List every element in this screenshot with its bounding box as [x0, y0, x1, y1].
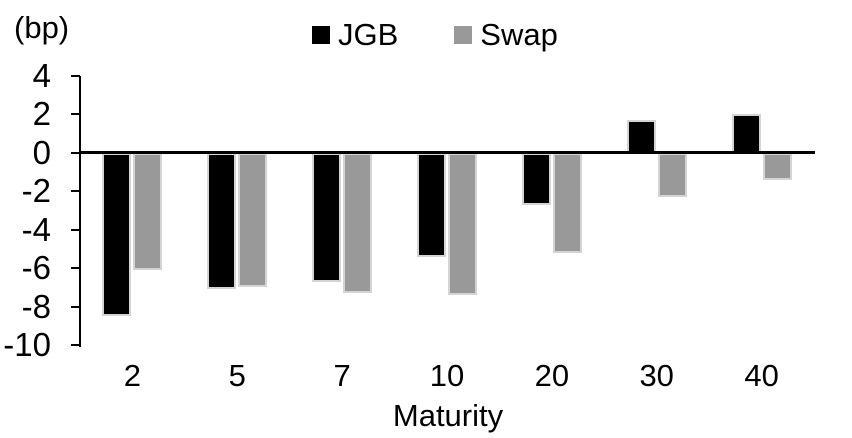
- legend-item-swap: Swap: [454, 18, 558, 52]
- x-tick-label-2: 2: [123, 358, 142, 393]
- y-tick-label-4: 4: [32, 56, 51, 94]
- bar-jgb-40: [731, 114, 761, 153]
- y-tick--8: [71, 305, 80, 308]
- y-tick-label-0: 0: [32, 133, 51, 171]
- legend-label-jgb: JGB: [338, 17, 399, 52]
- y-tick-label--10: -10: [3, 326, 51, 364]
- y-tick--6: [71, 267, 80, 270]
- x-tick-label-5: 5: [228, 358, 246, 393]
- bar-jgb-10: [417, 152, 446, 257]
- y-tick-label--8: -8: [21, 287, 51, 325]
- legend-swatch-swap: [454, 26, 473, 44]
- zero-line: [79, 151, 815, 155]
- y-tick-label--2: -2: [21, 172, 51, 210]
- y-tick-0: [71, 151, 80, 154]
- bar-swap-7: [343, 152, 373, 294]
- bar-jgb-7: [312, 152, 342, 282]
- legend-item-jgb: JGB: [312, 18, 398, 52]
- x-tick-label-40: 40: [744, 358, 779, 393]
- y-tick--10: [71, 344, 80, 347]
- y-tick-2: [71, 113, 80, 116]
- bar-jgb-2: [102, 152, 132, 317]
- legend-label-swap: Swap: [480, 17, 558, 52]
- x-tick-label-30: 30: [639, 358, 674, 393]
- y-tick-4: [71, 74, 80, 77]
- bar-swap-40: [762, 152, 792, 180]
- x-tick-label-10: 10: [429, 358, 465, 393]
- y-axis-line: [79, 75, 81, 348]
- y-tick-label--6: -6: [21, 249, 51, 287]
- y-tick-label-2: 2: [32, 95, 51, 133]
- legend-swatch-jgb: [312, 26, 330, 44]
- bar-jgb-30: [626, 120, 656, 153]
- x-tick-label-20: 20: [534, 358, 570, 393]
- bar-swap-5: [238, 152, 268, 288]
- y-tick--4: [71, 228, 80, 231]
- bar-jgb-5: [207, 152, 237, 290]
- legend: JGB Swap: [312, 18, 558, 52]
- bar-swap-20: [552, 152, 582, 253]
- y-axis-unit-label: (bp): [14, 10, 70, 45]
- bar-swap-10: [448, 152, 477, 295]
- x-tick-label-7: 7: [333, 358, 351, 393]
- bar-jgb-20: [521, 152, 551, 205]
- bar-swap-30: [657, 152, 687, 197]
- bar-swap-2: [133, 152, 163, 270]
- y-tick-label--4: -4: [21, 210, 51, 248]
- x-axis-title: Maturity: [392, 398, 504, 433]
- y-tick--2: [71, 190, 80, 193]
